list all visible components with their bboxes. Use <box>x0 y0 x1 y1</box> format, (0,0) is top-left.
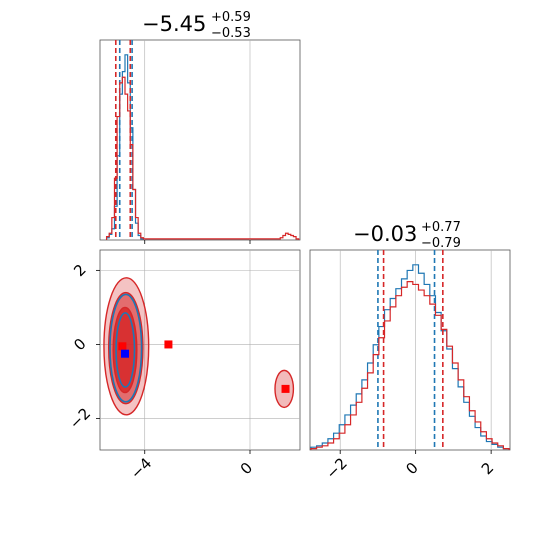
joint-contour-plot: −4 0 −2 0 2 <box>66 249 301 483</box>
joint-ytick-label-2: 2 <box>70 261 89 280</box>
marginal-histogram-param-1 <box>99 39 301 244</box>
title-param-2-minus: −0.79 <box>421 236 461 251</box>
marker-1 <box>121 349 129 358</box>
marginal-histogram-param-2: −2 0 2 <box>309 249 511 483</box>
joint-ytick-label-1: 0 <box>70 335 89 354</box>
top-hist-series-1 <box>105 76 300 240</box>
top-frame <box>99 39 301 241</box>
joint-xtick-label-0: −4 <box>127 454 155 482</box>
right-hist-series-0 <box>310 264 510 450</box>
right-xtick-label-1: 0 <box>402 459 421 478</box>
joint-ytick-label-0: −2 <box>66 404 94 432</box>
right-xtick-label-2: 2 <box>478 459 497 478</box>
blue-contour-0 <box>109 293 143 403</box>
title-param-2-median: −0.03 <box>353 222 417 246</box>
title-param-1-median: −5.45 <box>142 12 206 36</box>
marker-0 <box>118 342 127 351</box>
title-param-1: −5.45 +0.59 −0.53 <box>142 10 251 41</box>
title-param-1-minus: −0.53 <box>211 26 251 41</box>
title-param-2: −0.03 +0.77 −0.79 <box>353 220 461 251</box>
right-xtick-label-0: −2 <box>322 454 350 482</box>
marker-2 <box>164 340 173 349</box>
joint-frame <box>99 249 301 451</box>
title-param-1-plus: +0.59 <box>211 10 251 25</box>
joint-xtick-label-1: 0 <box>237 459 256 478</box>
blue-contour-1 <box>115 312 136 388</box>
right-frame <box>309 249 511 451</box>
right-hist-series-1 <box>310 281 510 450</box>
title-param-2-plus: +0.77 <box>421 220 461 235</box>
marker-3 <box>281 384 290 393</box>
